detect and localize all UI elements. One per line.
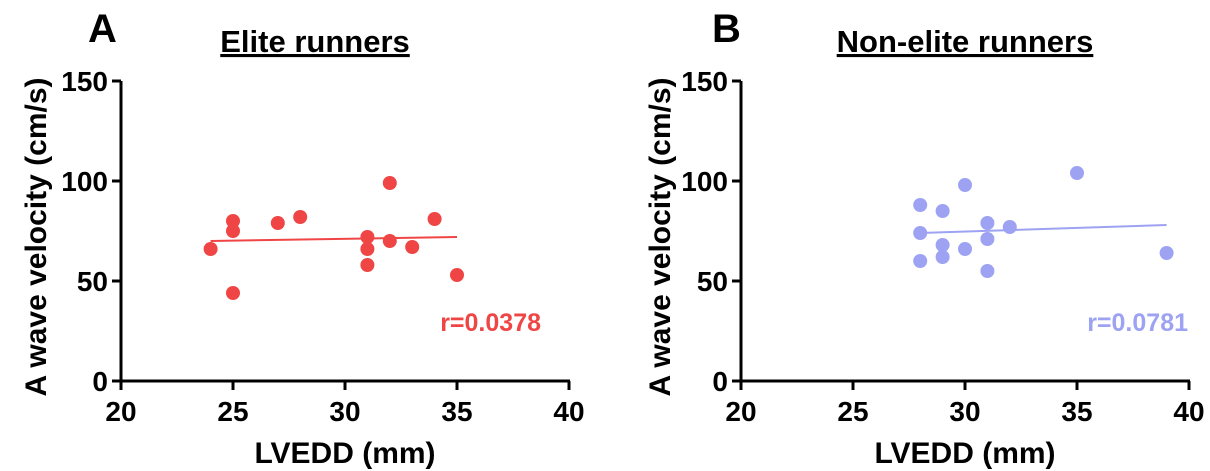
x-tick-label-b: 20 (725, 396, 756, 427)
panel-title-a: Elite runners (220, 24, 410, 59)
x-tick-label-a: 40 (553, 396, 584, 427)
y-axis-label-a: A wave velocity (cm/s) (20, 77, 53, 396)
panel-letter-a: A (88, 7, 117, 51)
y-tick-label-a: 0 (92, 366, 108, 397)
data-point-a (360, 230, 375, 244)
data-point-b (980, 264, 995, 278)
data-point-a (405, 240, 420, 254)
data-point-a (382, 176, 397, 190)
data-point-a (293, 210, 308, 224)
data-point-a (226, 214, 240, 228)
axes-b: 20 25 30 35 40 0 50 100 150 (681, 66, 1204, 427)
data-point-b (913, 198, 928, 212)
data-point-b (958, 178, 972, 192)
x-tick-label-b: 40 (1173, 396, 1204, 427)
y-tick-label-b: 100 (681, 166, 728, 197)
data-point-b (1002, 220, 1017, 234)
x-axis-label-a: LVEDD (mm) (254, 437, 435, 470)
data-point-a (270, 216, 285, 230)
data-point-a (450, 268, 464, 282)
data-point-b (935, 250, 950, 264)
y-tick-label-a: 100 (61, 166, 108, 197)
y-tick-label-a: 50 (77, 266, 108, 297)
data-point-a (203, 242, 218, 256)
y-axis-label-b: A wave velocity (cm/s) (644, 77, 677, 396)
marks-a (203, 176, 464, 300)
panel-a: A Elite runners A wave velocity (cm/s) L… (20, 7, 585, 470)
data-point-a (360, 258, 375, 272)
x-tick-label-a: 35 (441, 396, 472, 427)
panel-title-b: Non-elite runners (837, 24, 1094, 59)
data-point-b (980, 232, 995, 246)
data-point-b (913, 254, 928, 268)
x-tick-label-b: 30 (949, 396, 980, 427)
r-value-a: r=0.0378 (440, 309, 541, 337)
fit-line-b (920, 224, 1167, 234)
y-tick-label-a: 150 (61, 66, 108, 97)
data-point-a (226, 286, 240, 300)
x-tick-label-a: 25 (217, 396, 248, 427)
axes-a: 20 25 30 35 40 0 50 100 150 (61, 66, 584, 427)
data-point-b (958, 242, 972, 256)
x-tick-label-a: 20 (105, 396, 136, 427)
data-point-a (427, 212, 442, 226)
data-point-a (226, 224, 240, 238)
y-tick-label-b: 0 (712, 366, 728, 397)
y-tick-label-b: 50 (697, 266, 728, 297)
r-value-b: r=0.0781 (1087, 309, 1188, 337)
data-point-b (913, 226, 928, 240)
data-point-a (360, 242, 375, 256)
panel-b: B Non-elite runners A wave velocity (cm/… (644, 7, 1205, 470)
data-point-b (1070, 166, 1084, 180)
data-point-a (382, 234, 397, 248)
marks-b (913, 166, 1174, 278)
data-point-b (980, 216, 995, 230)
y-tick-label-b: 150 (681, 66, 728, 97)
data-point-b (1159, 246, 1174, 260)
x-tick-label-b: 35 (1061, 396, 1092, 427)
data-point-b (935, 238, 950, 252)
x-tick-label-b: 25 (837, 396, 868, 427)
fit-line-a (210, 236, 458, 242)
panel-letter-b: B (712, 7, 741, 51)
data-point-b (935, 204, 950, 218)
x-tick-label-a: 30 (329, 396, 360, 427)
x-axis-label-b: LVEDD (mm) (874, 437, 1055, 470)
